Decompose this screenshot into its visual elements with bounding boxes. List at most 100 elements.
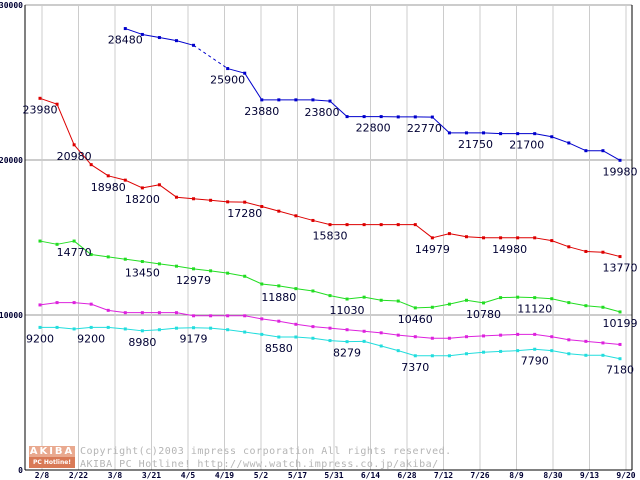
data-point-red bbox=[413, 223, 417, 227]
series-segment-green bbox=[73, 240, 92, 255]
data-point-magenta bbox=[516, 332, 520, 336]
data-point-magenta bbox=[396, 333, 400, 337]
data-point-green bbox=[618, 310, 622, 314]
series-segment-cyan bbox=[602, 354, 621, 360]
data-label-blue: 23800 bbox=[305, 106, 340, 119]
series-segment-blue bbox=[193, 44, 228, 69]
data-point-magenta bbox=[174, 311, 178, 315]
data-point-cyan bbox=[584, 353, 588, 357]
data-point-red bbox=[482, 236, 486, 240]
data-point-red bbox=[499, 236, 503, 240]
data-point-green bbox=[362, 295, 366, 299]
series-segment-red bbox=[295, 215, 314, 221]
data-label-blue: 28480 bbox=[108, 34, 143, 47]
series-segment-green bbox=[381, 299, 399, 302]
series-segment-cyan bbox=[210, 327, 228, 331]
data-point-magenta bbox=[157, 311, 161, 315]
series-segment-magenta bbox=[449, 336, 467, 339]
data-label-blue: 23880 bbox=[244, 105, 279, 118]
data-point-green bbox=[601, 305, 605, 309]
data-point-blue bbox=[294, 98, 298, 102]
x-tick-label: 5/31 bbox=[324, 471, 343, 480]
data-point-green bbox=[192, 267, 196, 271]
series-segment-red bbox=[602, 251, 621, 258]
data-point-red bbox=[464, 235, 468, 239]
series-segment-blue bbox=[312, 99, 331, 102]
data-point-green bbox=[55, 242, 59, 246]
series-segment-red bbox=[551, 240, 569, 248]
data-label-cyan: 7790 bbox=[521, 354, 549, 367]
data-point-magenta bbox=[328, 326, 332, 330]
series-segment-green bbox=[483, 297, 501, 304]
data-point-cyan bbox=[157, 328, 161, 332]
footer-url-text: AKIBA PC Hotline! http://www.watch.impre… bbox=[80, 459, 439, 470]
series-segment-green bbox=[176, 265, 194, 270]
data-point-blue bbox=[482, 131, 486, 135]
data-label-green: 11880 bbox=[261, 291, 296, 304]
series-segment-green bbox=[466, 299, 484, 304]
x-tick-label: 6/28 bbox=[397, 471, 416, 480]
data-point-cyan bbox=[601, 353, 605, 357]
series-segment-green bbox=[39, 240, 58, 245]
data-point-magenta bbox=[294, 322, 298, 326]
data-point-magenta bbox=[311, 325, 315, 329]
series-segment-magenta bbox=[261, 318, 279, 322]
series-segment-blue bbox=[568, 142, 587, 152]
data-point-magenta bbox=[89, 302, 93, 306]
series-segment-blue bbox=[329, 100, 348, 117]
data-point-green bbox=[379, 298, 383, 302]
series-segment-magenta bbox=[329, 327, 348, 331]
series-segment-cyan bbox=[483, 350, 501, 353]
data-label-red: 23980 bbox=[23, 103, 58, 116]
data-point-cyan bbox=[482, 350, 486, 354]
data-point-cyan bbox=[311, 336, 315, 340]
data-point-blue bbox=[277, 98, 281, 102]
data-label-blue: 25900 bbox=[210, 74, 245, 87]
series-segment-cyan bbox=[57, 326, 75, 330]
data-point-magenta bbox=[72, 301, 76, 305]
data-point-magenta bbox=[277, 319, 281, 323]
series-segment-magenta bbox=[278, 320, 296, 325]
data-point-cyan bbox=[516, 349, 520, 353]
data-label-green: 11120 bbox=[517, 303, 552, 316]
data-label-green: 14770 bbox=[57, 246, 92, 259]
x-tick-label: 2/22 bbox=[69, 471, 88, 480]
series-segment-magenta bbox=[568, 339, 586, 342]
data-point-green bbox=[294, 287, 298, 291]
series-segment-green bbox=[585, 305, 603, 308]
series-segment-red bbox=[414, 224, 433, 239]
data-point-magenta bbox=[123, 311, 127, 315]
series-segment-green bbox=[125, 258, 143, 263]
data-point-green bbox=[345, 297, 349, 301]
data-point-cyan bbox=[430, 354, 434, 358]
data-point-blue bbox=[174, 39, 178, 43]
data-point-cyan bbox=[89, 325, 93, 329]
data-point-red bbox=[533, 236, 537, 240]
data-point-green bbox=[567, 301, 571, 305]
data-point-cyan bbox=[345, 340, 349, 344]
data-point-magenta bbox=[430, 336, 434, 340]
data-point-green bbox=[140, 260, 144, 264]
data-point-cyan bbox=[55, 325, 59, 329]
data-point-blue bbox=[362, 115, 366, 119]
data-label-cyan: 7180 bbox=[606, 364, 634, 377]
series-segment-magenta bbox=[500, 333, 518, 336]
series-segment-red bbox=[244, 201, 262, 207]
series-segment-red bbox=[39, 97, 58, 105]
series-segment-green bbox=[159, 263, 177, 267]
series-segment-green bbox=[415, 306, 433, 309]
data-point-magenta bbox=[447, 336, 451, 340]
data-point-red bbox=[516, 236, 520, 240]
data-point-cyan bbox=[533, 347, 537, 351]
chart-series bbox=[38, 27, 622, 361]
y-tick-label: 10000 bbox=[0, 311, 23, 320]
data-point-cyan bbox=[396, 349, 400, 353]
series-segment-green bbox=[312, 290, 331, 297]
series-segment-green bbox=[347, 296, 365, 300]
series-segment-green bbox=[142, 261, 160, 265]
data-point-red bbox=[174, 195, 178, 199]
data-point-blue bbox=[396, 115, 400, 119]
series-segment-magenta bbox=[91, 303, 109, 311]
data-point-blue bbox=[192, 43, 196, 47]
